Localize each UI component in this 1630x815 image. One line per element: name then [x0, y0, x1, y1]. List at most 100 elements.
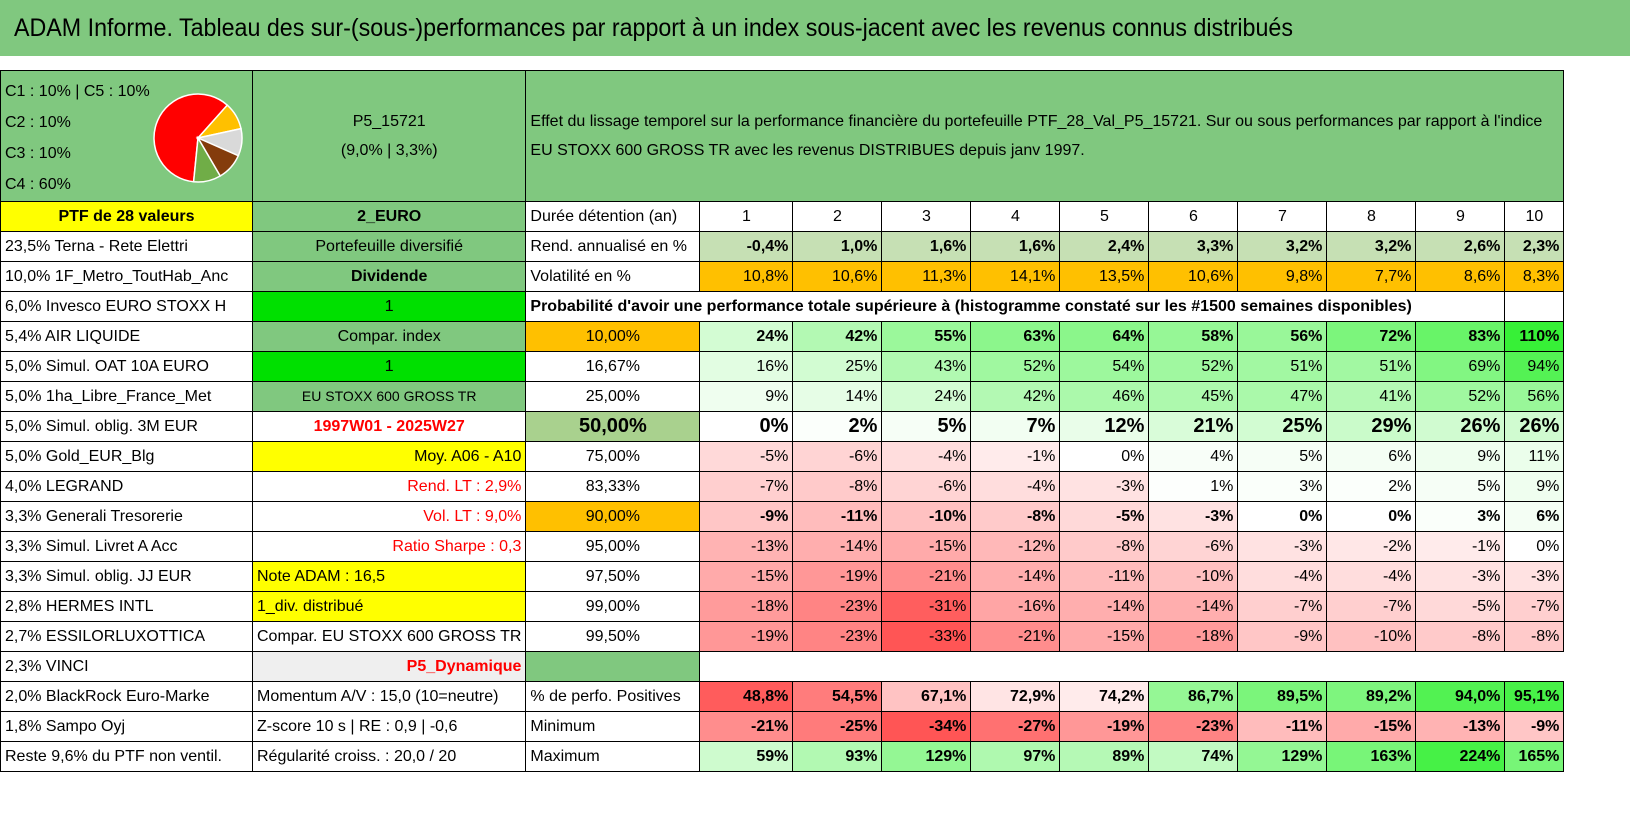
- value-cell: -21%: [699, 711, 794, 742]
- portfolio-stats: (9,0% | 3,3%): [340, 142, 438, 159]
- probability-value: 42%: [792, 321, 883, 352]
- probability-value: -3%: [1504, 561, 1565, 592]
- report-title: ADAM Informe. Tableau des sur-(sous-)per…: [14, 14, 1293, 42]
- quantile-cell: 83,33%: [525, 471, 701, 502]
- value-cell: 86,7%: [1148, 681, 1239, 712]
- probability-value: -7%: [1326, 591, 1417, 622]
- summary-row: C1 : 10% | C5 : 10% C2 : 10% C3 : 10% C4…: [0, 70, 1565, 202]
- value-cell: -13%: [1415, 711, 1506, 742]
- probability-value: -11%: [1059, 561, 1150, 592]
- quantile-cell: 95,00%: [525, 531, 701, 562]
- probability-value: -9%: [699, 501, 794, 532]
- probability-value: 3%: [1415, 501, 1506, 532]
- probability-value: 26%: [1415, 411, 1506, 442]
- probability-value: 54%: [1059, 351, 1150, 382]
- value-cell: 94,0%: [1415, 681, 1506, 712]
- probability-value: -23%: [792, 591, 883, 622]
- table-row: 5,0% Simul. OAT 10A EURO 1 16,67% 16% 25% 43%…: [0, 351, 1565, 382]
- info-cell: Ratio Sharpe : 0,3: [251, 531, 527, 562]
- value-cell: 129%: [1237, 741, 1328, 772]
- value-cell: 14,1%: [970, 261, 1061, 292]
- quantile-cell: 75,00%: [525, 441, 701, 472]
- table-row: 3,3% Generali Tresorerie Vol. LT : 9,0% 90…: [0, 501, 1565, 532]
- value-cell: 9,8%: [1237, 261, 1328, 292]
- value-cell: 2,4%: [1059, 231, 1150, 262]
- probability-value: -8%: [970, 501, 1061, 532]
- value-cell: 13,5%: [1059, 261, 1150, 292]
- probability-value: 5%: [1237, 441, 1328, 472]
- value-cell: 2,6%: [1415, 231, 1506, 262]
- asset-cell: 10,0% 1F_Metro_ToutHab_Anc: [0, 261, 253, 292]
- report-header: ADAM Informe. Tableau des sur-(sous-)per…: [0, 0, 1630, 62]
- probability-value: -15%: [1059, 621, 1150, 652]
- probability-value: -1%: [970, 441, 1061, 472]
- probability-value: 94%: [1504, 351, 1565, 382]
- value-cell: -25%: [792, 711, 883, 742]
- value-cell: 3,2%: [1237, 231, 1328, 262]
- table-row: PTF de 28 valeurs 2_EURO Durée détention (…: [0, 201, 1565, 232]
- value-cell: 224%: [1415, 741, 1506, 772]
- value-cell: -0,4%: [699, 231, 794, 262]
- allocation-legend: C1 : 10% | C5 : 10% C2 : 10% C3 : 10% C4…: [5, 76, 150, 200]
- duration-header: 4: [970, 201, 1061, 232]
- info-cell: Momentum A/V : 15,0 (10=neutre): [251, 681, 527, 712]
- empty-cell: [525, 651, 701, 682]
- probability-value: -6%: [792, 441, 883, 472]
- probability-value: 41%: [1326, 381, 1417, 412]
- value-cell: -9%: [1504, 711, 1565, 742]
- probability-value: 7%: [970, 411, 1061, 442]
- row-label: Minimum: [525, 711, 701, 742]
- asset-cell: PTF de 28 valeurs: [0, 201, 253, 232]
- probability-value: -15%: [699, 561, 794, 592]
- probability-value: -14%: [1059, 591, 1150, 622]
- asset-cell: 23,5% Terna - Rete Elettri: [0, 231, 253, 262]
- probability-value: -8%: [792, 471, 883, 502]
- legend-line: C2 : 10%: [5, 114, 71, 131]
- row-label: % de perfo. Positives: [525, 681, 701, 712]
- table-row: 5,4% AIR LIQUIDE Compar. index 10,00% 24% 42…: [0, 321, 1565, 352]
- asset-cell: 4,0% LEGRAND: [0, 471, 253, 502]
- legend-line: C3 : 10%: [5, 145, 71, 162]
- probability-value: -8%: [1504, 621, 1565, 652]
- probability-value: 69%: [1415, 351, 1506, 382]
- probability-value: -18%: [699, 591, 794, 622]
- info-cell: Z-score 10 s | RE : 0,9 | -0,6: [251, 711, 527, 742]
- probability-value: -6%: [881, 471, 972, 502]
- value-cell: -15%: [1326, 711, 1417, 742]
- value-cell: -23%: [1148, 711, 1239, 742]
- value-cell: 3,2%: [1326, 231, 1417, 262]
- pie-slice-c3: [192, 135, 222, 183]
- probability-value: 1%: [1148, 471, 1239, 502]
- asset-cell: 5,0% Simul. OAT 10A EURO: [0, 351, 253, 382]
- row-label: Durée détention (an): [525, 201, 701, 232]
- probability-value: 51%: [1237, 351, 1328, 382]
- probability-value: -7%: [1504, 591, 1565, 622]
- asset-cell: 2,0% BlackRock Euro-Marke: [0, 681, 253, 712]
- probability-value: -11%: [792, 501, 883, 532]
- probability-value: -4%: [1237, 561, 1328, 592]
- probability-value: 52%: [970, 351, 1061, 382]
- probability-value: -23%: [792, 621, 883, 652]
- probability-value: 110%: [1504, 321, 1565, 352]
- table-row: 3,3% Simul. oblig. JJ EUR Note ADAM : 16,…: [0, 561, 1565, 592]
- probability-value: -19%: [792, 561, 883, 592]
- duration-header: 8: [1326, 201, 1417, 232]
- row-label: Maximum: [525, 741, 701, 772]
- probability-value: 56%: [1237, 321, 1328, 352]
- probability-value: 45%: [1148, 381, 1239, 412]
- value-cell: 67,1%: [881, 681, 972, 712]
- value-cell: 129%: [881, 741, 972, 772]
- value-cell: 3,3%: [1148, 231, 1239, 262]
- probability-value: 3%: [1237, 471, 1328, 502]
- probability-value: 56%: [1504, 381, 1565, 412]
- probability-value: 72%: [1326, 321, 1417, 352]
- probability-value: 21%: [1148, 411, 1239, 442]
- probability-value: 9%: [1504, 471, 1565, 502]
- empty-cell: [700, 652, 1564, 682]
- asset-cell: 3,3% Generali Tresorerie: [0, 501, 253, 532]
- table-row: Reste 9,6% du PTF non ventil. Régularité …: [0, 741, 1565, 772]
- table-row: 5,0% 1ha_Libre_France_Met EU STOXX 600 GR…: [0, 381, 1565, 412]
- probability-value: -33%: [881, 621, 972, 652]
- value-cell: 74,2%: [1059, 681, 1150, 712]
- probability-value: 0%: [1237, 501, 1328, 532]
